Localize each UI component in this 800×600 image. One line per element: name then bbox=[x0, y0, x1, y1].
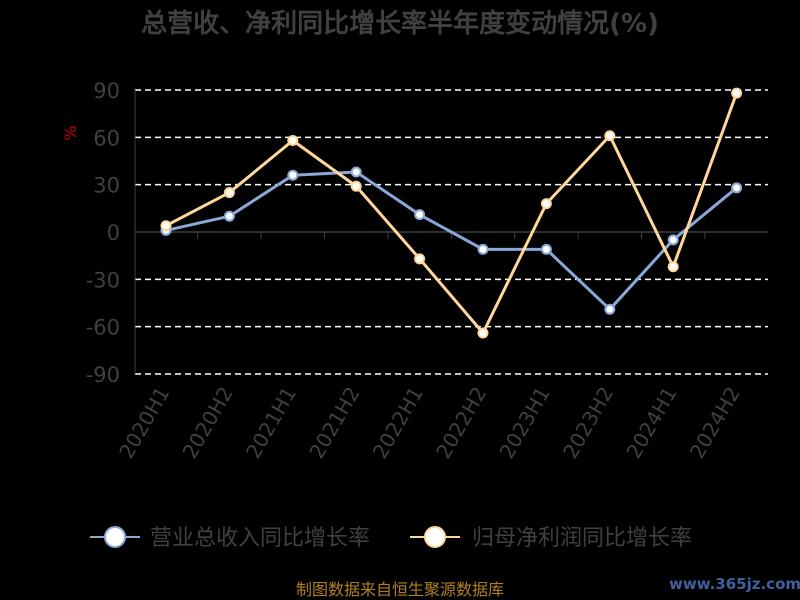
y-tick-label: 0 bbox=[107, 221, 120, 245]
y-tick-label: 60 bbox=[93, 126, 120, 150]
x-tick-label: 2021H1 bbox=[241, 383, 301, 463]
x-tick-label: 2024H1 bbox=[621, 383, 681, 463]
data-point-profit-growth[interactable] bbox=[731, 87, 743, 99]
series-layer bbox=[160, 87, 743, 339]
chart-title: 总营收、净利同比增长率半年度变动情况(%) bbox=[141, 8, 659, 39]
data-point-revenue-growth[interactable] bbox=[604, 303, 616, 315]
data-point-revenue-growth[interactable] bbox=[667, 234, 679, 246]
y-axis-label: % bbox=[61, 125, 80, 140]
data-point-profit-growth[interactable] bbox=[540, 198, 552, 210]
legend-item-revenue[interactable]: 营业总收入同比增长率 bbox=[90, 526, 370, 551]
data-point-profit-growth[interactable] bbox=[223, 187, 235, 199]
y-tick-labels: 90 60 30 0 -30 -60 -90 bbox=[86, 79, 120, 387]
data-point-profit-growth[interactable] bbox=[160, 220, 172, 232]
legend-item-profit[interactable]: 归母净利润同比增长率 bbox=[410, 526, 692, 551]
x-tick-label: 2023H2 bbox=[558, 383, 618, 463]
data-source-note: 制图数据来自恒生聚源数据库 bbox=[296, 580, 504, 599]
y-tick-label: -30 bbox=[86, 268, 120, 292]
data-point-revenue-growth[interactable] bbox=[540, 243, 552, 255]
data-point-profit-growth[interactable] bbox=[604, 130, 616, 142]
data-point-profit-growth[interactable] bbox=[350, 180, 362, 192]
legend: 营业总收入同比增长率 归母净利润同比增长率 bbox=[90, 526, 692, 551]
data-point-revenue-growth[interactable] bbox=[350, 166, 362, 178]
legend-label-revenue: 营业总收入同比增长率 bbox=[150, 526, 370, 551]
x-tick-labels: 2020H1 2020H2 2021H1 2021H2 2022H1 2022H2 2023… bbox=[114, 383, 745, 463]
y-tick-label: 30 bbox=[93, 174, 120, 198]
x-tick-label: 2022H1 bbox=[368, 383, 428, 463]
legend-marker-revenue bbox=[104, 526, 126, 548]
x-tick-label: 2022H2 bbox=[431, 383, 491, 463]
data-point-profit-growth[interactable] bbox=[667, 261, 679, 273]
x-tick-label: 2023H1 bbox=[495, 383, 555, 463]
series-line-revenue-growth bbox=[165, 170, 738, 311]
y-tick-label: -90 bbox=[86, 363, 120, 387]
data-point-profit-growth[interactable] bbox=[414, 253, 426, 265]
series-line-profit-growth bbox=[165, 92, 739, 335]
x-tick-label: 2020H2 bbox=[178, 383, 238, 463]
x-tick-label: 2024H2 bbox=[685, 383, 745, 463]
y-tick-label: -60 bbox=[86, 316, 120, 340]
legend-label-profit: 归母净利润同比增长率 bbox=[472, 526, 692, 551]
y-tick-label: 90 bbox=[93, 79, 120, 103]
data-point-revenue-growth[interactable] bbox=[414, 209, 426, 221]
data-point-profit-growth[interactable] bbox=[287, 134, 299, 146]
x-tick-label: 2021H2 bbox=[304, 383, 364, 463]
data-point-revenue-growth[interactable] bbox=[287, 169, 299, 181]
data-point-revenue-growth[interactable] bbox=[731, 182, 743, 194]
x-tick-label: 2020H1 bbox=[114, 383, 174, 463]
site-watermark: www.365jz.com bbox=[669, 575, 800, 593]
data-point-profit-growth[interactable] bbox=[477, 327, 489, 339]
legend-marker-profit bbox=[424, 526, 446, 548]
data-point-revenue-growth[interactable] bbox=[223, 210, 235, 222]
data-point-revenue-growth[interactable] bbox=[477, 243, 489, 255]
